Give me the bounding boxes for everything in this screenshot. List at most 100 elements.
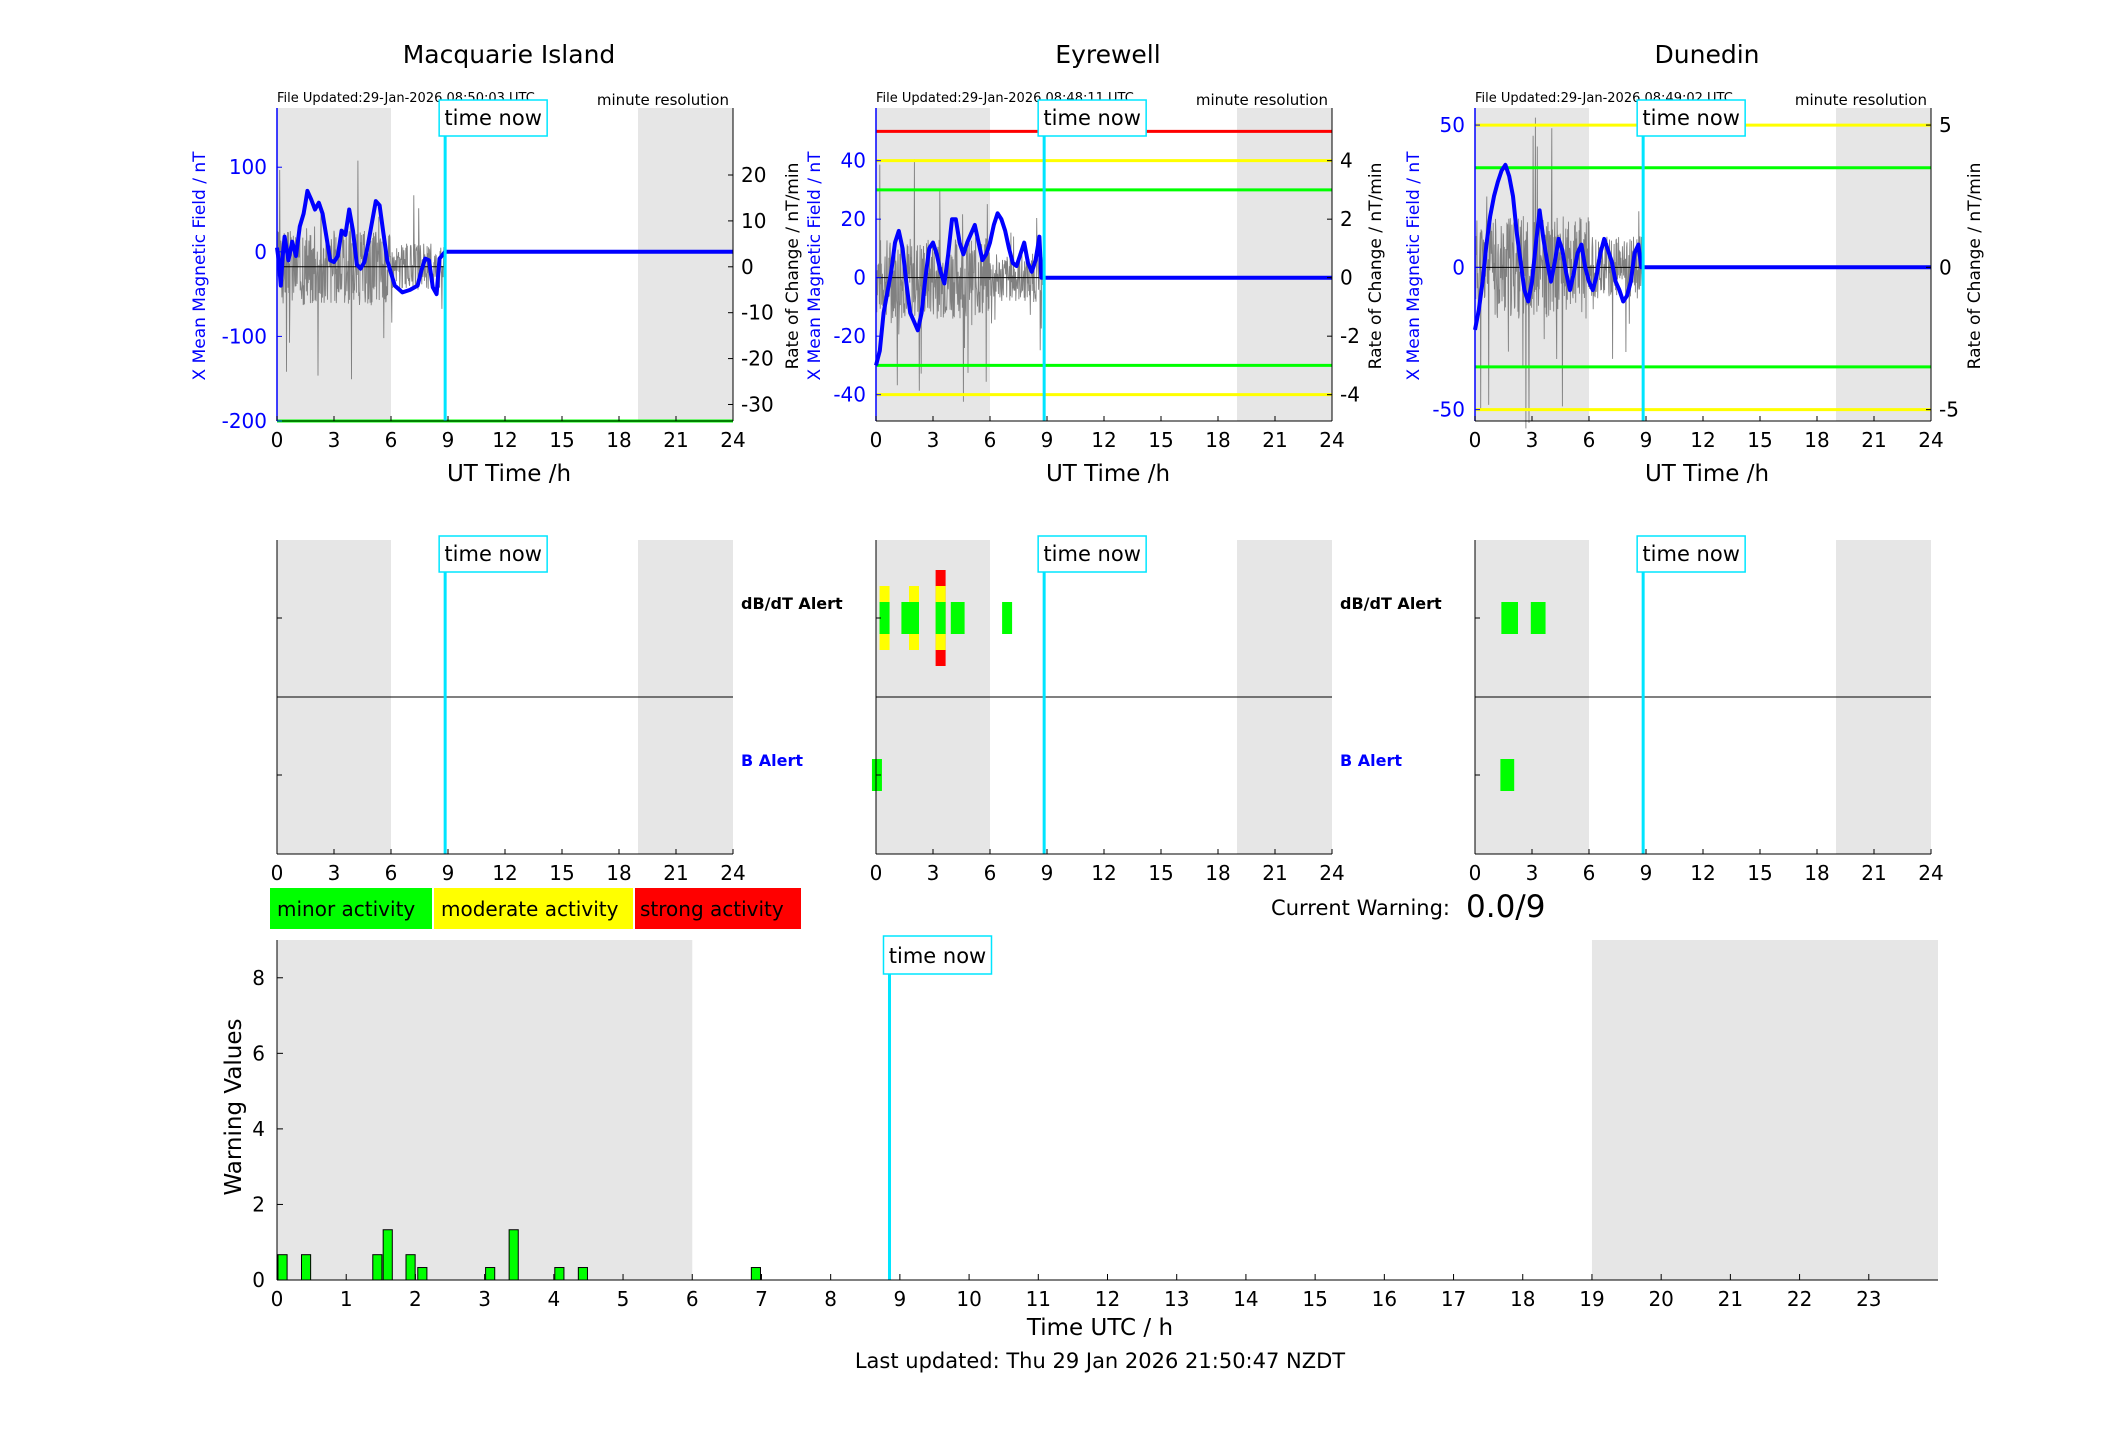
x-tick-label: 1 xyxy=(340,1287,353,1311)
warning-bar xyxy=(417,1267,428,1281)
y-right-tick-label: 0 xyxy=(741,255,754,279)
x-tick-label: 14 xyxy=(1233,1287,1258,1311)
x-tick-label: 6 xyxy=(686,1287,699,1311)
time-now-box xyxy=(1037,99,1147,137)
y-right-tick-label: -2 xyxy=(1340,324,1360,348)
x-tick-label: 6 xyxy=(984,861,997,885)
x-tick-label: 9 xyxy=(894,1287,907,1311)
x-tick-label: 21 xyxy=(1718,1287,1743,1311)
y-left-tick-label: -20 xyxy=(833,324,866,348)
time-now-box xyxy=(438,535,548,573)
rate-of-change-line xyxy=(875,159,1045,402)
time-now-label: time now xyxy=(444,106,541,130)
night-shade xyxy=(277,940,693,1280)
x-tick-label: 21 xyxy=(1861,428,1886,452)
y-left-label: X Mean Magnetic Field / nT xyxy=(190,151,210,381)
x-tick-label: 15 xyxy=(1747,428,1772,452)
legend-minor-swatch xyxy=(270,888,432,929)
x-tick-label: 3 xyxy=(927,428,940,452)
x-tick-label: 18 xyxy=(1510,1287,1535,1311)
x-tick-label: 6 xyxy=(385,861,398,885)
x-tick-label: 12 xyxy=(492,428,517,452)
x-tick-label: 2 xyxy=(409,1287,422,1311)
last-updated-text: Last updated: Thu 29 Jan 2026 21:50:47 N… xyxy=(855,1349,1345,1373)
x-tick-label: 9 xyxy=(1041,428,1054,452)
x-tick-label: 21 xyxy=(1262,428,1287,452)
x-tick-label: 13 xyxy=(1164,1287,1189,1311)
x-tick-label: 12 xyxy=(1690,428,1715,452)
macquarie-field-panel: Macquarie Island File Updated:29-Jan-202… xyxy=(190,40,803,487)
warning-bar xyxy=(277,1254,288,1281)
field-line xyxy=(874,211,1332,366)
warning-bar xyxy=(554,1267,565,1281)
x-tick-label: 18 xyxy=(1804,428,1829,452)
time-now-label: time now xyxy=(889,944,986,968)
y-right-tick-label: -30 xyxy=(741,392,774,416)
warning-bar xyxy=(405,1254,416,1281)
x-tick-label: 18 xyxy=(606,861,631,885)
legend-strong-swatch xyxy=(635,888,801,929)
x-tick-label: 6 xyxy=(1583,428,1596,452)
y-right-label: Rate of Change / nT/min xyxy=(783,163,803,370)
x-tick-label: 0 xyxy=(271,428,284,452)
y-tick-label: 2 xyxy=(252,1192,265,1216)
x-tick-label: 10 xyxy=(956,1287,981,1311)
time-now-label: time now xyxy=(444,542,541,566)
alert-bar-minor xyxy=(954,602,965,634)
alert-bar-minor xyxy=(1504,759,1515,791)
b-alert-label: B Alert xyxy=(741,751,803,770)
rate-of-change-line xyxy=(276,160,446,380)
warning-bar xyxy=(485,1267,496,1281)
x-tick-label: 11 xyxy=(1026,1287,1051,1311)
eyrewell-field-panel: Eyrewell File Updated:29-Jan-2026 08:48:… xyxy=(805,40,1386,487)
y-left-tick-label: 20 xyxy=(841,207,866,231)
x-tick-label: 23 xyxy=(1856,1287,1881,1311)
y-tick-label: 8 xyxy=(252,966,265,990)
x-tick-label: 24 xyxy=(720,861,745,885)
x-tick-label: 21 xyxy=(663,861,688,885)
current-warning-label: Current Warning: xyxy=(1271,896,1450,920)
station-title: Eyrewell xyxy=(1055,40,1160,69)
y-axis-label: Warning Values xyxy=(221,1018,247,1195)
alert-bar-minor xyxy=(901,602,912,634)
y-left-tick-label: 40 xyxy=(841,149,866,173)
x-tick-label: 18 xyxy=(1205,861,1230,885)
y-left-tick-label: 100 xyxy=(229,155,267,179)
time-now-box xyxy=(1037,535,1147,573)
x-tick-label: 0 xyxy=(1469,428,1482,452)
x-tick-label: 6 xyxy=(984,428,997,452)
time-now-label: time now xyxy=(1642,542,1739,566)
y-left-tick-label: 50 xyxy=(1440,113,1465,137)
alert-plot-area: time now 0 3 6 9 12 15 18 21 24 xyxy=(870,535,1345,885)
y-tick-label: 6 xyxy=(252,1041,265,1065)
x-tick-label: 3 xyxy=(328,861,341,885)
x-tick-label: 3 xyxy=(1526,428,1539,452)
dbdt-alert-label: dB/dT Alert xyxy=(1340,594,1442,613)
x-tick-label: 22 xyxy=(1787,1287,1812,1311)
y-right-tick-label: -4 xyxy=(1340,383,1360,407)
x-tick-label: 19 xyxy=(1579,1287,1604,1311)
resolution-text: minute resolution xyxy=(1795,91,1927,109)
resolution-text: minute resolution xyxy=(597,91,729,109)
warning-bar xyxy=(372,1254,383,1281)
x-tick-label: 0 xyxy=(271,1287,284,1311)
x-tick-label: 21 xyxy=(1861,861,1886,885)
legend-moderate-label: moderate activity xyxy=(441,897,619,921)
y-right-tick-label: 4 xyxy=(1340,149,1353,173)
y-right-tick-label: 10 xyxy=(741,209,766,233)
y-left-tick-label: -40 xyxy=(833,383,866,407)
x-tick-label: 7 xyxy=(755,1287,768,1311)
x-tick-label: 9 xyxy=(442,861,455,885)
alert-bar-minor xyxy=(1508,602,1518,634)
night-shade xyxy=(638,108,733,421)
x-tick-label: 6 xyxy=(385,428,398,452)
night-shade xyxy=(1836,108,1931,421)
x-tick-label: 0 xyxy=(870,861,883,885)
x-tick-label: 8 xyxy=(824,1287,837,1311)
x-tick-label: 15 xyxy=(549,428,574,452)
alert-bar-minor xyxy=(935,602,946,634)
